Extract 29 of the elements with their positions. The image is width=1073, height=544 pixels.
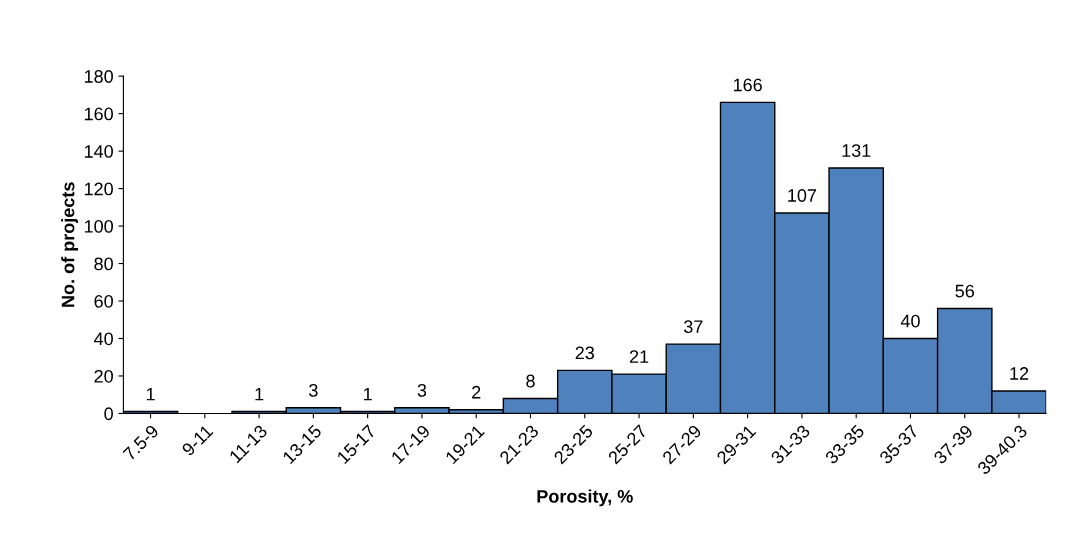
data-label: 107	[788, 189, 817, 202]
y-tick-label: 20	[94, 369, 113, 383]
y-tick-label: 160	[84, 107, 113, 121]
data-label: 12	[1010, 367, 1029, 380]
y-axis-title: No. of projects	[61, 182, 78, 307]
data-label: 166	[733, 78, 762, 92]
data-label: 3	[417, 383, 427, 397]
data-label: 23	[575, 346, 595, 360]
data-label: 131	[842, 144, 871, 157]
y-tick-label: 140	[84, 145, 113, 158]
y-tick-label: 120	[84, 182, 113, 196]
data-label: 1	[255, 387, 264, 401]
data-label: 2	[472, 385, 481, 399]
data-label: 1	[364, 387, 372, 401]
data-label: 1	[146, 387, 155, 401]
y-tick-label: 180	[84, 70, 113, 83]
data-label: 21	[629, 350, 649, 363]
data-label: 3	[309, 383, 318, 397]
y-tick-label: 80	[94, 257, 113, 271]
y-tick-label: 100	[84, 220, 113, 233]
data-label: 56	[955, 284, 974, 298]
x-axis-title: Porosity, %	[537, 489, 633, 507]
y-tick-label: 40	[94, 332, 113, 346]
x-tick-label: 9-11	[181, 424, 214, 457]
data-label: 37	[684, 320, 703, 334]
y-tick-label: 0	[104, 407, 113, 421]
y-tick-label: 60	[94, 294, 113, 308]
data-label: 8	[526, 374, 535, 388]
data-label: 40	[900, 314, 920, 328]
